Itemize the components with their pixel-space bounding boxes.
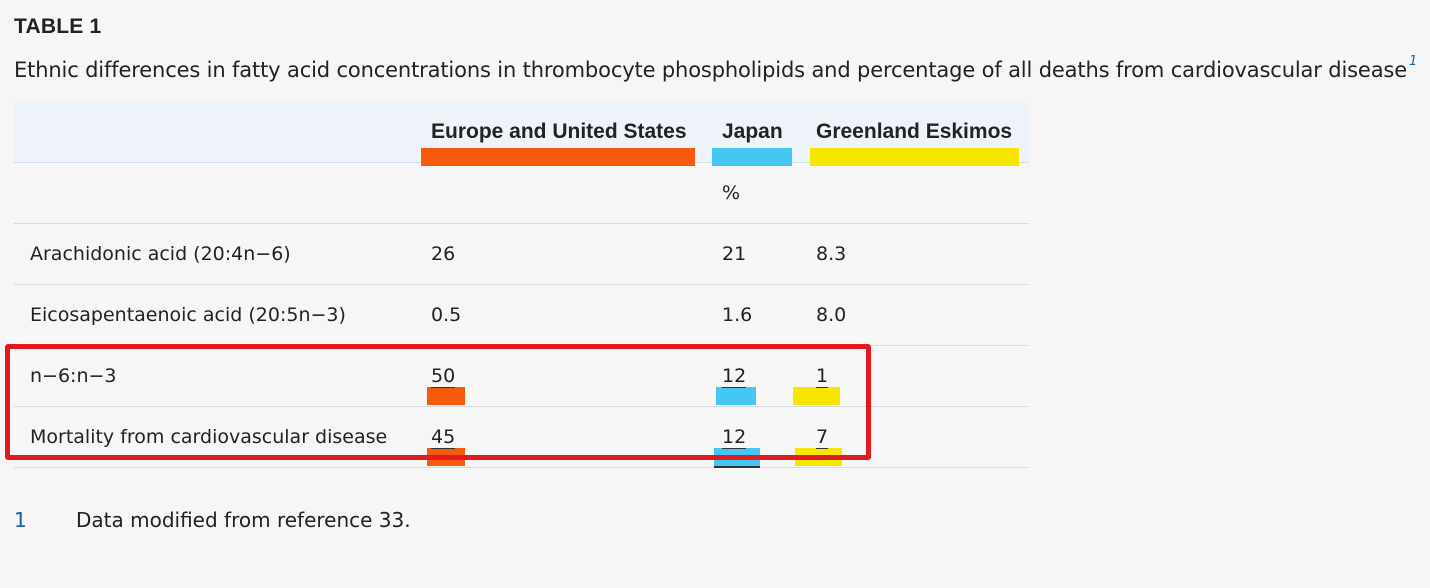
footnote-number[interactable]: 1 <box>14 508 27 532</box>
cell-europe: 45 <box>421 406 712 468</box>
cell-japan: 12 <box>712 345 806 407</box>
cell-greenland-value: 7 <box>816 426 829 449</box>
row-label: Mortality from cardiovascular disease <box>14 406 421 468</box>
row-label: Eicosapentaenoic acid (20:5n−3) <box>14 284 421 346</box>
greenland-value-highlight <box>795 448 842 466</box>
europe-value-highlight <box>427 387 465 405</box>
table-row-highlighted: Mortality from cardiovascular disease 45… <box>14 406 1029 468</box>
table-caption: Ethnic differences in fatty acid concent… <box>14 42 1419 82</box>
cell-greenland: 8.0 <box>806 284 1029 346</box>
column-header-japan-label: Japan <box>722 120 783 143</box>
cell-japan-value: 12 <box>722 426 747 449</box>
japan-value-highlight <box>716 387 756 405</box>
unit-row: % <box>14 162 1029 224</box>
column-header-europe: Europe and United States <box>421 102 712 166</box>
footnote-text: Data modified from reference 33. <box>76 508 411 532</box>
table-row: Eicosapentaenoic acid (20:5n−3) 0.5 1.6 … <box>14 284 1029 346</box>
table-row: Arachidonic acid (20:4n−6) 26 21 8.3 <box>14 223 1029 285</box>
cell-europe-value: 45 <box>431 426 456 449</box>
footnote: 1 Data modified from reference 33. <box>14 508 411 532</box>
table-row-highlighted: n−6:n−3 50 12 1 <box>14 345 1029 407</box>
unit-cell <box>421 162 712 224</box>
row-label: Arachidonic acid (20:4n−6) <box>14 223 421 285</box>
table-figure: TABLE 1 Ethnic differences in fatty acid… <box>5 12 1419 532</box>
unit-cell <box>14 162 421 224</box>
unit-cell-percent: % <box>712 162 806 224</box>
cell-europe: 0.5 <box>421 284 712 346</box>
column-header-europe-label: Europe and United States <box>431 120 687 143</box>
caption-footnote-link[interactable]: 1 <box>1408 54 1418 69</box>
europe-highlight-bar <box>421 148 695 166</box>
cell-greenland: 7 <box>795 406 1029 468</box>
column-header-empty <box>14 102 421 163</box>
greenland-highlight-bar <box>810 148 1019 166</box>
cell-japan: 12 <box>712 406 806 468</box>
cell-greenland: 1 <box>793 345 1029 407</box>
japan-highlight-bar <box>712 148 792 166</box>
data-table: Europe and United States Japan Greenland… <box>14 102 1029 468</box>
table-label: TABLE 1 <box>14 15 102 38</box>
column-header-greenland: Greenland Eskimos <box>806 102 1029 166</box>
cell-europe: 50 <box>421 345 712 407</box>
cell-japan-value: 12 <box>722 365 747 388</box>
column-header-greenland-label: Greenland Eskimos <box>816 120 1013 143</box>
header-row: Europe and United States Japan Greenland… <box>14 102 1029 166</box>
japan-value-highlight <box>714 448 760 468</box>
cell-japan: 1.6 <box>712 284 806 346</box>
column-header-japan: Japan <box>712 102 806 166</box>
unit-cell <box>806 162 1029 224</box>
cell-greenland: 8.3 <box>806 223 1029 285</box>
cell-europe: 26 <box>421 223 712 285</box>
data-table-wrapper: Europe and United States Japan Greenland… <box>5 102 1029 468</box>
caption-text: Ethnic differences in fatty acid concent… <box>14 58 1407 82</box>
cell-japan: 21 <box>712 223 806 285</box>
cell-europe-value: 50 <box>431 365 456 388</box>
row-label: n−6:n−3 <box>14 345 421 407</box>
cell-greenland-value: 1 <box>816 365 829 388</box>
europe-value-highlight <box>427 448 465 466</box>
greenland-value-highlight <box>793 387 840 405</box>
